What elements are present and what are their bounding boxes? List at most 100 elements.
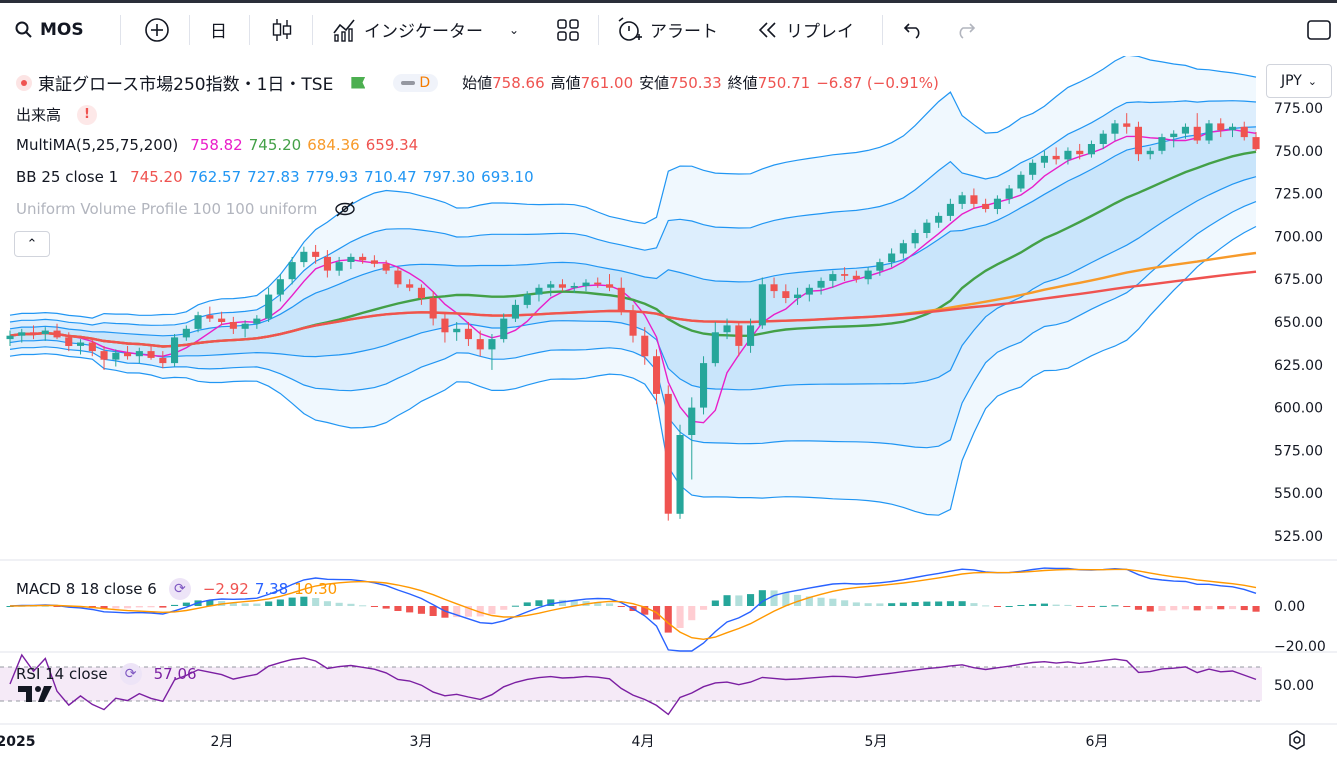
macd-hist-bar xyxy=(535,600,543,606)
candle-body xyxy=(852,275,860,280)
time-tick-label: 2025 xyxy=(0,734,35,750)
timeframe-button[interactable]: 日 xyxy=(210,3,227,56)
candle-body xyxy=(359,256,367,261)
candle-body xyxy=(1170,133,1178,138)
candle-body xyxy=(535,287,543,295)
replay-button[interactable]: リプレイ xyxy=(756,3,854,56)
rsi-tick-label: 50.00 xyxy=(1274,678,1314,694)
macd-hist-bar xyxy=(1146,606,1154,612)
candle-body xyxy=(241,323,249,329)
undo-icon xyxy=(903,22,920,39)
candles-icon xyxy=(272,18,292,41)
candle-body xyxy=(935,215,943,223)
candle-body xyxy=(18,332,26,336)
plus-circle-icon xyxy=(145,17,169,42)
price-change: −6.87 (−0.91%) xyxy=(816,73,939,92)
macd-hist-bar xyxy=(488,606,496,615)
symbol-search-button[interactable]: MOS xyxy=(14,3,84,56)
macd-hist-bar xyxy=(829,598,837,606)
chart-type-button[interactable] xyxy=(270,3,294,56)
price-tick-label: 625.00 xyxy=(1274,358,1323,374)
candle-body xyxy=(676,435,684,514)
macd-hist-bar xyxy=(1252,606,1260,612)
candle-body xyxy=(182,328,190,338)
macd-hist-bar xyxy=(723,595,731,606)
candle-body xyxy=(1040,155,1048,163)
collapse-legend-button[interactable]: ⌃ xyxy=(14,231,50,257)
candle-body xyxy=(711,332,719,364)
macd-hist-bar xyxy=(1217,606,1225,610)
macd-hist-bar xyxy=(382,606,390,609)
bb-lower-3 xyxy=(9,225,1257,516)
eye-crossed-icon[interactable] xyxy=(333,200,357,218)
candle-body xyxy=(1146,150,1154,155)
currency-selector[interactable]: JPY ⌄ xyxy=(1266,64,1332,98)
bb-upper-3 xyxy=(9,56,1257,319)
candle-body xyxy=(488,339,496,350)
macd-line xyxy=(9,567,1257,652)
candle-body xyxy=(570,286,578,288)
macd-hist-bar xyxy=(1040,603,1048,606)
macd-hist-bar xyxy=(747,594,755,606)
candle-body xyxy=(1099,133,1107,144)
candle-body xyxy=(888,253,896,263)
multima-value-200: 659.34 xyxy=(365,136,419,154)
refresh-icon[interactable]: ⟳ xyxy=(168,578,191,600)
macd-hist-bar xyxy=(1193,606,1201,611)
candle-body xyxy=(547,284,555,288)
flag-icon xyxy=(351,76,366,89)
candle-body xyxy=(735,325,743,346)
refresh-icon[interactable]: ⟳ xyxy=(119,663,142,685)
candle-body xyxy=(88,342,96,352)
candle-body xyxy=(159,358,167,364)
candle-body xyxy=(1005,188,1013,199)
chart-settings-button[interactable] xyxy=(1286,729,1308,751)
alarm-clock-icon xyxy=(618,16,642,41)
macd-hist-bar xyxy=(841,600,849,606)
redo-button[interactable] xyxy=(954,3,976,56)
candle-body xyxy=(124,352,132,357)
macd-hist-bar xyxy=(511,605,519,607)
candle-body xyxy=(1217,123,1225,131)
bb-value-upper1: 762.57 xyxy=(188,168,242,186)
candle-body xyxy=(511,304,519,319)
candle-body xyxy=(1240,126,1248,138)
indicators-button[interactable]: インジケーター ⌄ xyxy=(332,3,519,56)
undo-button[interactable] xyxy=(903,3,925,56)
macd-hist-bar xyxy=(288,597,296,606)
candle-body xyxy=(1076,150,1084,155)
macd-hist-bar xyxy=(206,600,214,606)
macd-hist-bar xyxy=(523,602,531,606)
redo-icon xyxy=(959,22,976,39)
macd-label: MACD 8 18 close 6 xyxy=(16,580,157,598)
multima-legend: MultiMA(5,25,75,200) 758.82 745.20 684.3… xyxy=(16,136,418,154)
macd-hist-bar xyxy=(135,606,143,608)
rsi-legend: RSI 14 close ⟳ 57.06 xyxy=(16,663,197,685)
layouts-button[interactable] xyxy=(556,3,580,56)
rsi-value: 57.06 xyxy=(153,665,197,683)
warning-icon[interactable]: ! xyxy=(77,104,98,125)
candle-body xyxy=(794,294,802,298)
candle-body xyxy=(100,351,108,360)
alert-button[interactable]: アラート xyxy=(616,3,718,56)
macd-hist-bar xyxy=(935,601,943,606)
candle-body xyxy=(194,315,202,329)
candle-body xyxy=(500,318,508,340)
candle-body xyxy=(617,287,625,312)
candle-body xyxy=(229,322,237,329)
candle-body xyxy=(135,351,143,357)
bb-label: BB 25 close 1 xyxy=(16,168,119,186)
candle-body xyxy=(523,294,531,305)
ohlc-close: 終値750.71 xyxy=(727,74,811,92)
macd-hist-bar xyxy=(911,602,919,606)
compare-symbol-button[interactable] xyxy=(143,3,171,56)
macd-hist-bar xyxy=(735,595,743,606)
market-status-dot-icon xyxy=(16,74,32,91)
fullscreen-button[interactable] xyxy=(1306,3,1332,56)
data-mode-badge[interactable]: D xyxy=(393,73,439,92)
macd-hist-bar xyxy=(1181,606,1189,610)
time-tick-label: 2月 xyxy=(211,734,234,750)
price-tick-label: 750.00 xyxy=(1274,144,1323,160)
candle-body xyxy=(1252,137,1260,150)
